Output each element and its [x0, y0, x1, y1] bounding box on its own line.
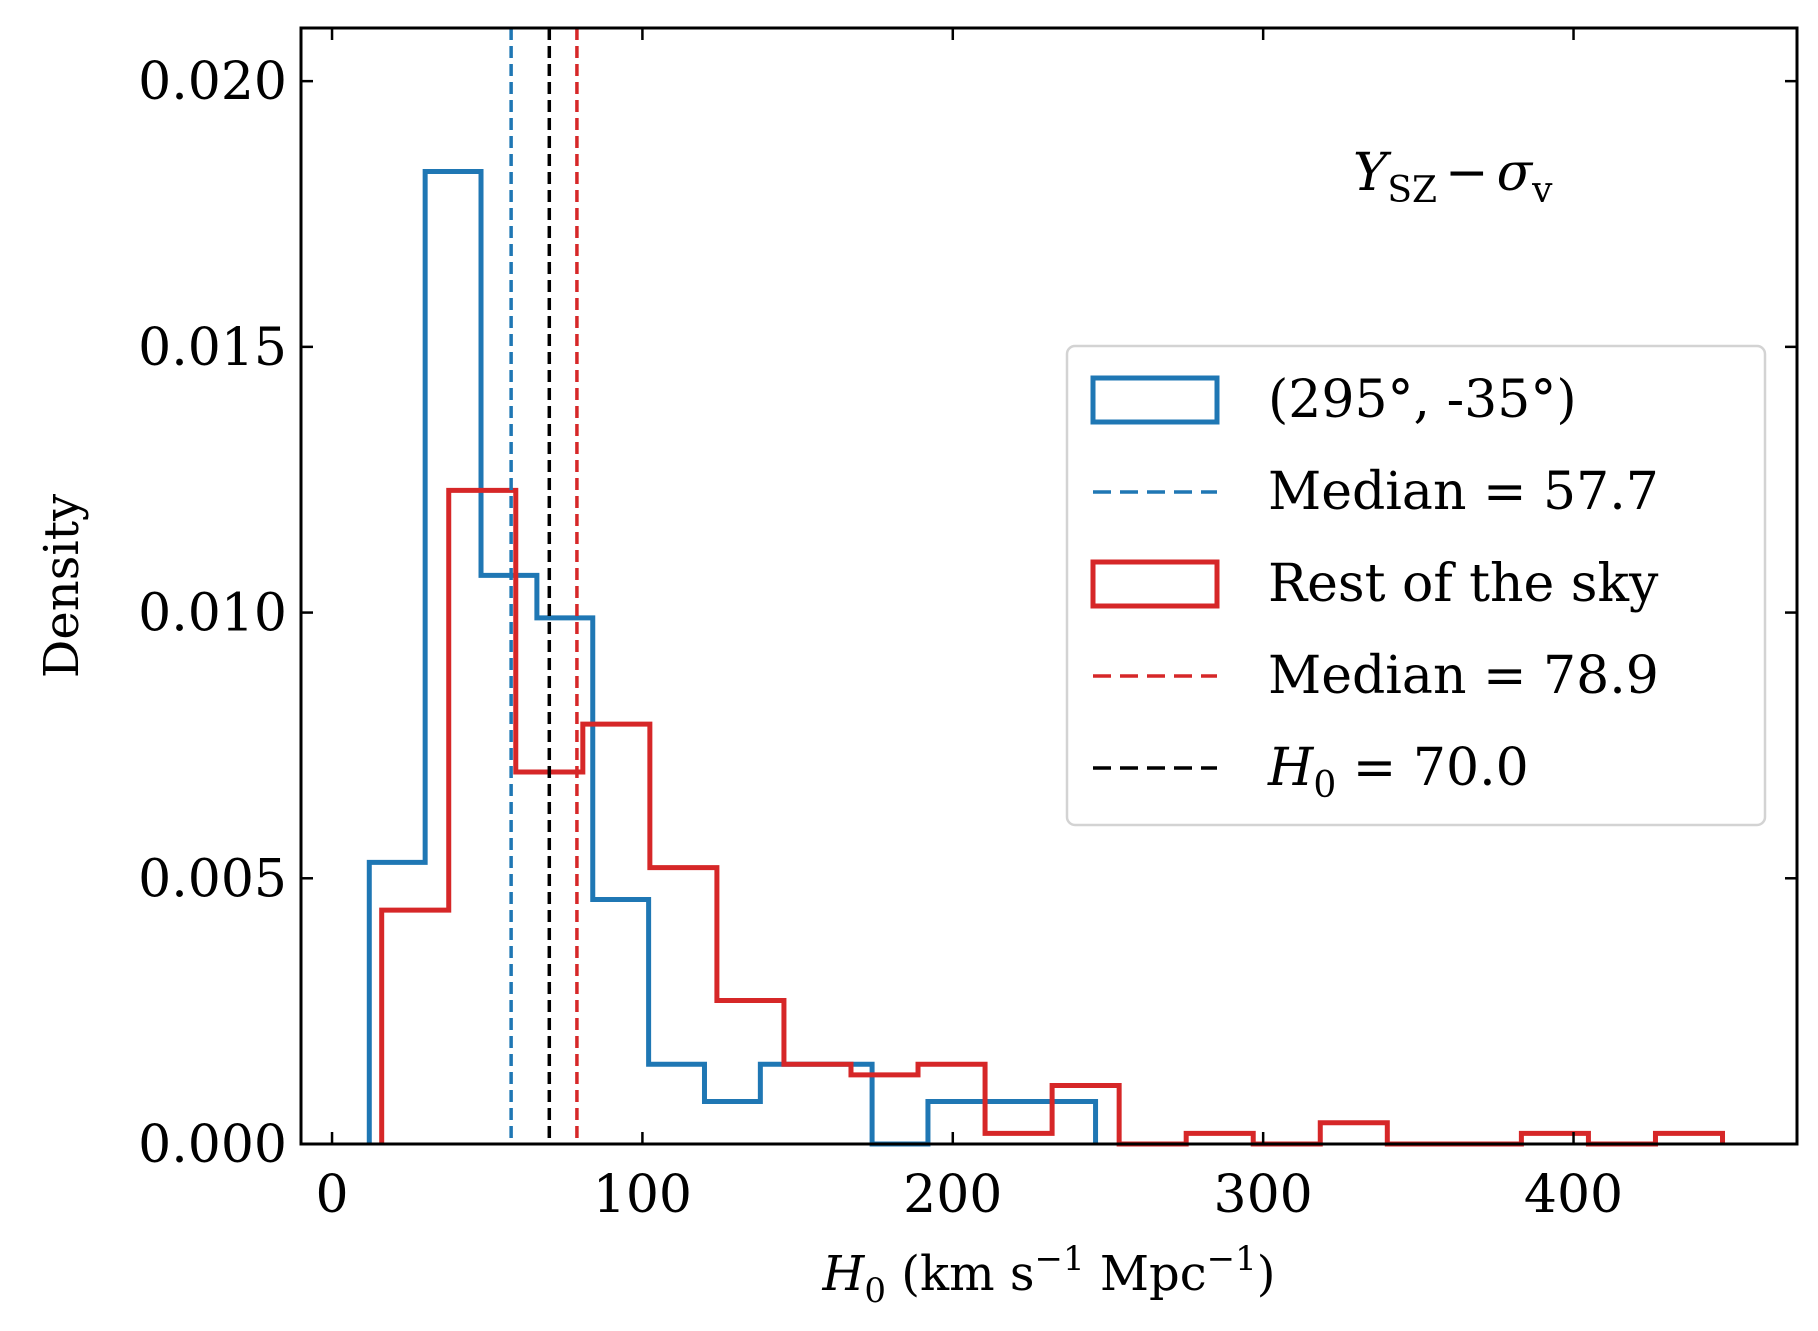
x-tick-label: 0 — [315, 1165, 348, 1225]
x-axis-label: H0 (km s−1 Mpc−1) — [822, 1239, 1276, 1311]
histogram-series-2 — [379, 487, 1726, 1147]
legend-marks — [1090, 375, 1220, 770]
y-tick-label: 0.000 — [138, 1115, 287, 1175]
legend-h0-sub: 0 — [1313, 765, 1336, 806]
legend-label-red-median: Median = 78.9 — [1268, 646, 1659, 706]
y-tick-label: 0.015 — [138, 318, 287, 378]
legend-label-blue-hist: (295°, -35°) — [1268, 370, 1577, 430]
legend-patch-1 — [1090, 375, 1220, 425]
xlabel-units-mid: Mpc — [1085, 1246, 1207, 1302]
legend-label-h0: H0 = 70.0 — [1267, 738, 1529, 806]
y-tick-label: 0.005 — [138, 849, 287, 909]
x-tick-label: 400 — [1524, 1165, 1623, 1225]
xlabel-exp1: −1 — [1034, 1239, 1084, 1279]
chart-annotation: YSZ − σv — [1353, 143, 1553, 211]
y-tick-label: 0.010 — [138, 584, 287, 644]
xlabel-units-open: (km s — [886, 1246, 1034, 1302]
legend-patch-3 — [1090, 559, 1220, 609]
x-tick-label: 300 — [1214, 1165, 1313, 1225]
legend-label-red-hist: Rest of the sky — [1268, 554, 1659, 614]
xlabel-units-close: ) — [1257, 1246, 1276, 1302]
legend: (295°, -35°) Median = 57.7 Rest of the s… — [1065, 344, 1767, 827]
xlabel-sub: 0 — [864, 1271, 886, 1311]
annotation-symbol: Y — [1353, 143, 1392, 203]
annotation-symbol2: σ — [1497, 143, 1534, 203]
histogram-series-1 — [366, 168, 1099, 1147]
y-tick-label: 0.020 — [138, 52, 287, 112]
legend-label-blue-median: Median = 57.7 — [1268, 462, 1659, 522]
annotation-sub1: SZ — [1387, 170, 1437, 211]
x-tick-label: 200 — [903, 1165, 1002, 1225]
axis-ticks: 0 100 200 300 400 0.000 0.005 0.010 0.015 0.020 — [138, 28, 1797, 1225]
annotation-sub2: v — [1531, 170, 1553, 211]
median-lines — [509, 28, 579, 1144]
plot-frame — [299, 26, 1799, 1146]
x-tick-label: 100 — [593, 1165, 692, 1225]
series-layer — [366, 168, 1726, 1147]
annotation-op: − — [1445, 143, 1489, 203]
legend-frame — [1065, 344, 1767, 827]
xlabel-exp2: −1 — [1207, 1239, 1257, 1279]
xlabel-symbol: H — [822, 1246, 866, 1302]
y-axis-label: Density — [34, 494, 90, 678]
legend-h0-rest: = 70.0 — [1336, 738, 1528, 798]
legend-h0-symbol: H — [1267, 738, 1315, 798]
